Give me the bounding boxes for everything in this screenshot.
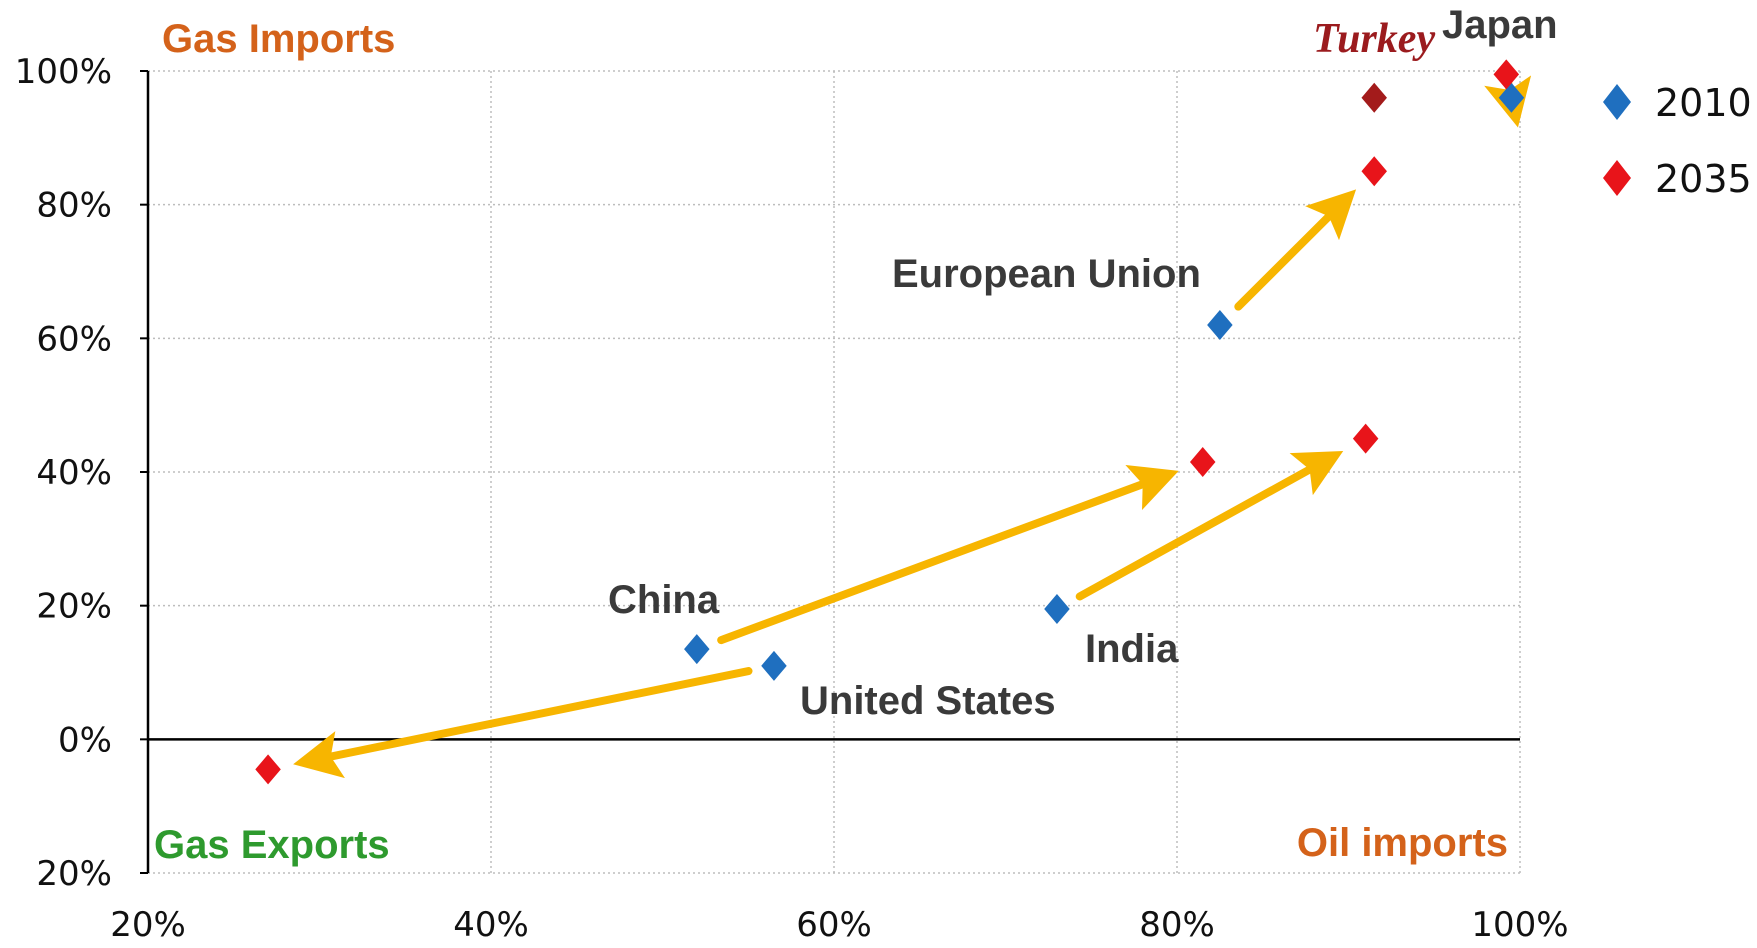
trend-arrow [717, 464, 1179, 645]
marker-european-union-2010 [1207, 309, 1233, 340]
marker-india-2010 [1044, 594, 1070, 625]
marker-european-union-2035 [1361, 156, 1387, 187]
y-tick-label: 20% [36, 854, 112, 894]
label-japan: Japan [1442, 3, 1558, 47]
y-tick-label: 40% [36, 453, 112, 493]
label-oil-imports: Oil imports [1297, 821, 1508, 865]
x-tick-label: 80% [1139, 905, 1215, 945]
label-gas-imports: Gas Imports [162, 17, 395, 61]
trend-arrow [1234, 189, 1357, 311]
legend-label-2010: 2010 [1655, 81, 1752, 125]
arrows [293, 68, 1532, 779]
trend-arrow [1075, 450, 1344, 601]
y-tick-label: 0% [58, 720, 112, 760]
x-axis-ticks: 20% 40% 60% 80% 100% [110, 905, 1568, 945]
y-tick-label: 80% [36, 186, 112, 226]
marker-china-2035 [1189, 446, 1216, 477]
marker-japan-2010 [1498, 82, 1525, 113]
marker-united-states-2035 [255, 754, 281, 785]
label-gas-exports: Gas Exports [154, 823, 390, 867]
y-tick-label: 20% [36, 587, 112, 627]
marker-united-states-2010 [761, 650, 787, 681]
legend-label-2035: 2035 [1655, 157, 1752, 201]
y-tick-label: 60% [36, 319, 112, 359]
legend-marker-2010 [1603, 84, 1631, 120]
y-tick-label: 100% [15, 52, 112, 92]
x-tick-label: 20% [110, 905, 186, 945]
label-india: India [1085, 627, 1179, 671]
label-china: China [608, 578, 720, 622]
legend-marker-2035 [1603, 160, 1631, 196]
marker-china-2010 [684, 634, 710, 665]
trend-arrow [293, 667, 753, 779]
label-european-union: European Union [892, 252, 1201, 296]
data-points [255, 59, 1525, 785]
x-tick-label: 60% [796, 905, 872, 945]
x-tick-label: 40% [453, 905, 529, 945]
legend: 2010 2035 [1603, 81, 1752, 201]
marker-turkey-2035 [1361, 82, 1387, 113]
label-united-states: United States [800, 679, 1056, 723]
x-tick-label: 100% [1471, 905, 1568, 945]
marker-india-2035 [1352, 423, 1379, 454]
label-turkey: Turkey [1313, 16, 1435, 62]
y-axis-ticks: 20% 0% 20% 40% 60% 80% 100% [15, 52, 148, 894]
marker-japan-2035 [1493, 59, 1520, 90]
